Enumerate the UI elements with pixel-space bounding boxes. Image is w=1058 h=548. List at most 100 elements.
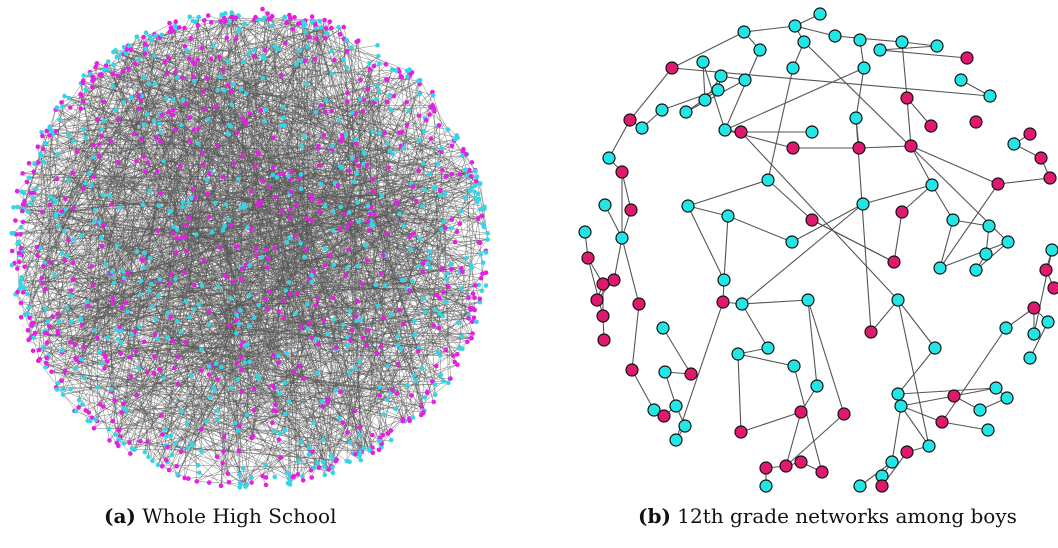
network-node [437, 187, 443, 193]
network-node [407, 67, 412, 72]
network-node [19, 208, 25, 214]
network-edge [897, 347, 936, 395]
network-node [981, 423, 995, 437]
network-node [128, 47, 134, 52]
network-node [156, 203, 162, 209]
network-node [312, 465, 317, 470]
network-node [170, 97, 176, 103]
network-node [401, 145, 406, 151]
network-edge [862, 184, 933, 205]
network-node [175, 354, 181, 360]
network-node [813, 7, 827, 21]
network-node [138, 292, 143, 297]
network-node [398, 346, 404, 351]
network-node [324, 30, 330, 36]
network-node [419, 365, 425, 371]
network-node [313, 22, 318, 27]
network-node [237, 423, 242, 429]
network-node [20, 171, 25, 176]
network-node [299, 440, 304, 445]
network-node [78, 106, 83, 111]
network-node [330, 208, 336, 214]
network-node [805, 213, 819, 227]
network-node [190, 186, 195, 192]
network-node [30, 195, 36, 200]
network-node [322, 263, 328, 268]
network-node [900, 445, 914, 459]
network-node [302, 134, 307, 140]
network-node [473, 168, 478, 174]
network-node [625, 363, 639, 377]
network-node [340, 322, 346, 328]
network-node [128, 374, 134, 379]
network-node [192, 282, 197, 288]
network-node [298, 58, 304, 64]
caption-a: (a) Whole High School [104, 504, 336, 528]
network-node [302, 254, 307, 260]
network-edge [811, 219, 895, 263]
network-node [311, 269, 317, 275]
network-node [448, 261, 454, 267]
network-node [9, 231, 14, 236]
network-edge [724, 49, 761, 131]
network-node [101, 67, 107, 72]
network-node [287, 215, 293, 221]
network-node [101, 404, 106, 409]
network-node [391, 93, 397, 99]
network-node [460, 153, 465, 158]
network-node [233, 36, 239, 42]
network-node [90, 283, 95, 288]
network-node [430, 93, 436, 98]
network-node [388, 107, 394, 113]
network-node [278, 123, 284, 128]
network-node [18, 278, 24, 283]
network-node [598, 198, 612, 212]
network-node [314, 370, 320, 376]
network-node [171, 224, 176, 229]
network-node [327, 19, 333, 25]
network-node [925, 178, 939, 192]
network-node [215, 88, 220, 93]
network-node [174, 319, 180, 324]
network-edge [631, 303, 640, 371]
network-node [276, 353, 281, 359]
network-node [27, 315, 32, 321]
network-node [210, 43, 216, 49]
network-node [225, 59, 231, 65]
network-node [446, 284, 451, 289]
network-edge [687, 205, 725, 281]
network-node [251, 315, 257, 321]
network-node [222, 88, 227, 93]
network-node [244, 412, 250, 418]
network-node [469, 335, 474, 341]
network-node [249, 480, 254, 485]
network-node [143, 169, 149, 175]
network-node [731, 347, 745, 361]
network-node [979, 247, 993, 261]
network-node [195, 125, 201, 131]
network-node [397, 307, 403, 313]
network-node [377, 384, 383, 390]
network-node [465, 339, 470, 345]
network-node [477, 296, 483, 302]
network-edge [613, 237, 623, 281]
network-node [376, 447, 382, 453]
network-node [35, 144, 41, 149]
network-node [129, 332, 135, 338]
network-node [85, 300, 90, 305]
network-node [330, 147, 335, 152]
network-node [136, 106, 142, 111]
network-node [344, 458, 350, 464]
network-node [113, 107, 118, 113]
network-node [39, 209, 45, 215]
network-node [91, 174, 96, 180]
network-node [276, 437, 282, 443]
network-node [287, 482, 293, 487]
network-node [14, 188, 20, 194]
network-node [946, 213, 960, 227]
network-node [343, 272, 349, 278]
network-node [161, 158, 166, 164]
network-node [234, 361, 240, 366]
network-node [411, 231, 417, 236]
network-node [59, 209, 65, 214]
